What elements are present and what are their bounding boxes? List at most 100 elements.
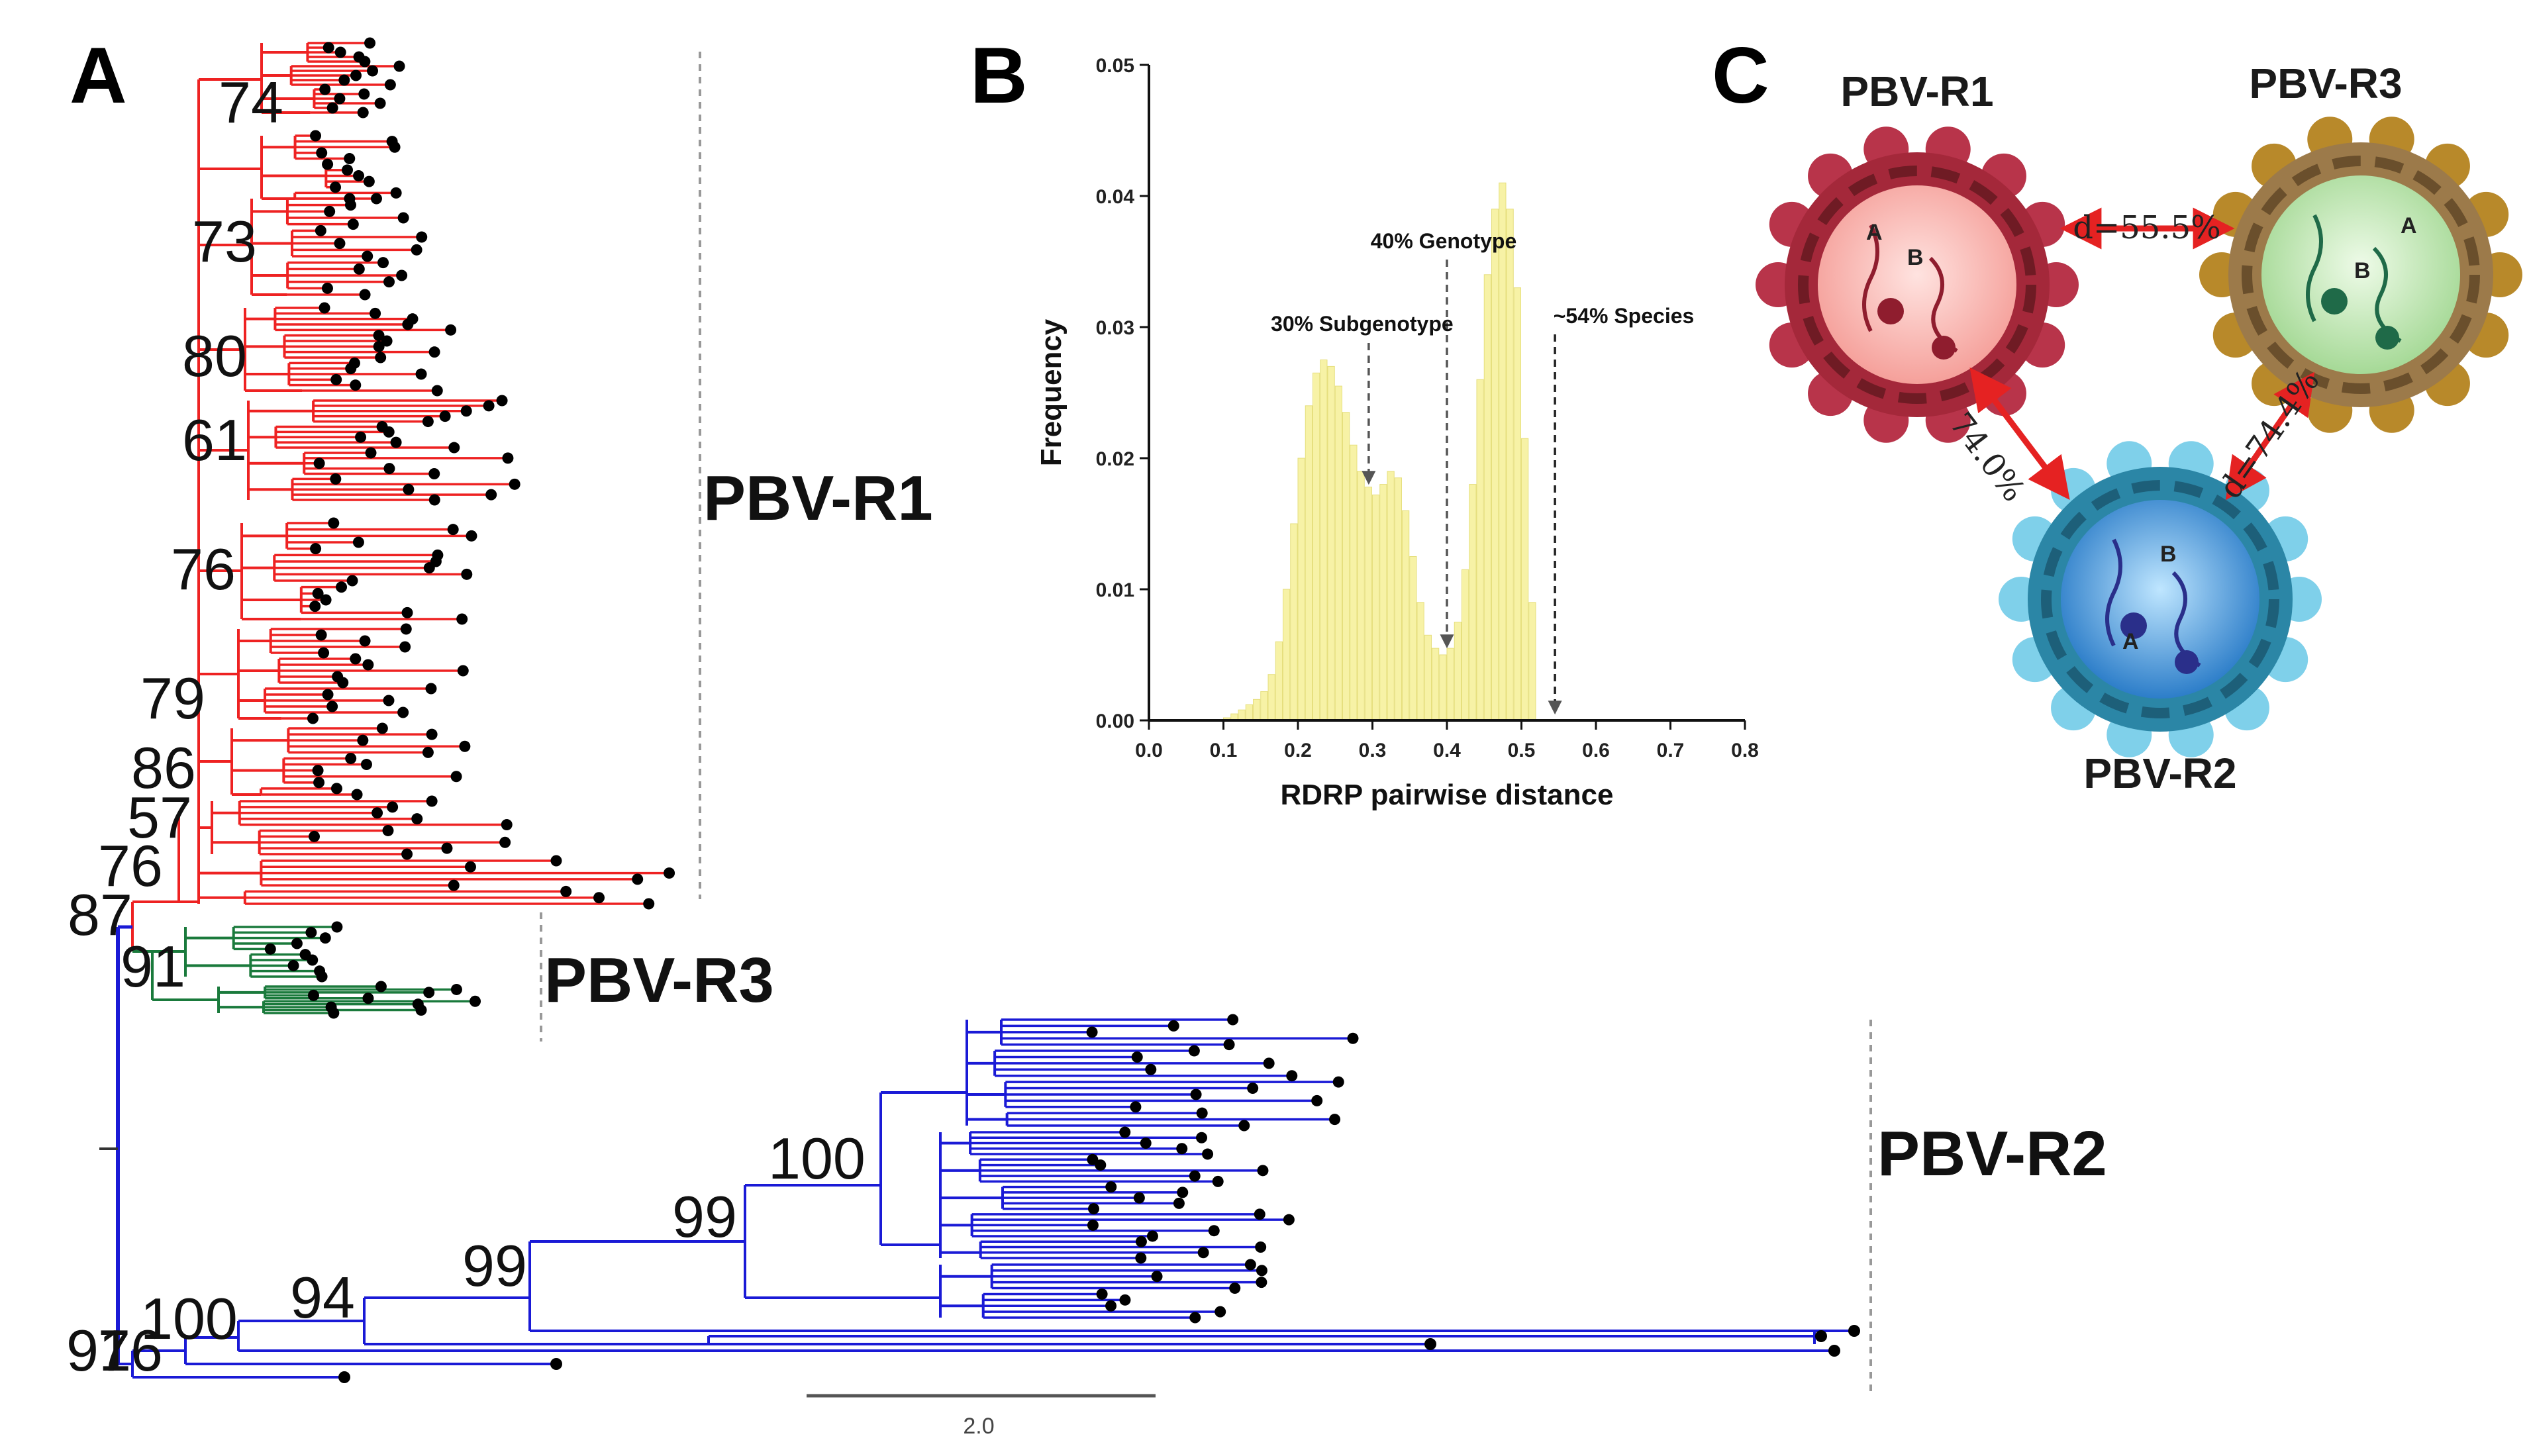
tree-tip bbox=[387, 801, 399, 813]
x-tick-label: 0.8 bbox=[1731, 740, 1759, 761]
tree-tip bbox=[1189, 1170, 1201, 1182]
tree-tip bbox=[1347, 1032, 1359, 1044]
clade-r2-branches bbox=[99, 925, 1854, 1379]
tree-tip bbox=[375, 352, 387, 364]
clade-r1-branches bbox=[131, 42, 669, 951]
tree-tip bbox=[351, 789, 363, 801]
tree-tip bbox=[1189, 1312, 1201, 1324]
threshold-annotations: 40% Genotype 30% Subgenotype ~54% Species bbox=[1271, 229, 1694, 715]
tree-tip bbox=[310, 130, 322, 142]
tree-tip bbox=[350, 70, 362, 81]
histogram-bar bbox=[1446, 648, 1454, 721]
tree-tip bbox=[450, 771, 462, 783]
tree-tip bbox=[397, 212, 409, 224]
tree-tip bbox=[1244, 1259, 1256, 1271]
tree-tip bbox=[1283, 1214, 1295, 1226]
y-axis-ticks: 0.00 0.01 0.02 0.03 0.04 0.05 bbox=[1096, 55, 1149, 732]
histogram-bar bbox=[1297, 458, 1305, 721]
histogram-bar bbox=[1260, 691, 1268, 721]
bootstrap-value: 80 bbox=[182, 323, 247, 389]
x-tick-label: 0.2 bbox=[1284, 740, 1312, 761]
tree-tip bbox=[363, 175, 375, 187]
x-tick-label: 0.3 bbox=[1359, 740, 1387, 761]
scale-bar-label: 2.0 bbox=[963, 1414, 994, 1439]
tree-tip bbox=[1087, 1203, 1099, 1215]
tree-tip bbox=[360, 759, 372, 771]
distance-arrow-r3-r2 bbox=[2225, 371, 2315, 501]
histogram-bar bbox=[1313, 372, 1320, 721]
capsid-core bbox=[1818, 185, 2016, 384]
bootstrap-value: 76 bbox=[98, 1318, 163, 1383]
bootstrap-value: 73 bbox=[192, 209, 257, 274]
tree-tip bbox=[350, 653, 362, 665]
tree-tip bbox=[1256, 1265, 1267, 1277]
tree-tip bbox=[1188, 1045, 1200, 1057]
tree-tip bbox=[483, 400, 495, 412]
tree-tip bbox=[362, 993, 374, 1004]
tree-tip bbox=[501, 819, 513, 831]
tree-tip bbox=[328, 1007, 340, 1019]
panel-c-diagram: C PBV-R1 PBV-R3 PBV-R2 A B A B B A d=55.… bbox=[1712, 31, 2522, 797]
tree-tip bbox=[396, 269, 408, 281]
clade-label-r2: PBV-R2 bbox=[1877, 1118, 2107, 1189]
tree-tip bbox=[370, 307, 381, 319]
tree-tip bbox=[415, 368, 427, 380]
tree-tip bbox=[305, 926, 317, 938]
histogram-bar bbox=[1290, 523, 1298, 721]
polymerase-blob bbox=[2120, 612, 2147, 639]
tree-tip bbox=[593, 892, 605, 904]
tree-tip bbox=[509, 478, 521, 490]
capsid-ring bbox=[2041, 480, 2279, 718]
tree-tip bbox=[342, 164, 354, 176]
bootstrap-value: 86 bbox=[131, 735, 196, 801]
histogram-bar bbox=[1387, 471, 1395, 721]
tree-tip bbox=[1815, 1330, 1827, 1342]
y-tick-label: 0.04 bbox=[1096, 186, 1135, 208]
histogram-bar bbox=[1454, 622, 1462, 721]
tree-tip bbox=[377, 257, 389, 269]
virus-r3-title: PBV-R3 bbox=[2249, 60, 2402, 107]
tree-tip bbox=[331, 921, 343, 933]
panel-b-letter: B bbox=[970, 31, 1028, 120]
tree-tip bbox=[1087, 1219, 1099, 1231]
y-tick-label: 0.00 bbox=[1096, 710, 1134, 732]
segment-a-label: A bbox=[2401, 213, 2417, 238]
tree-tip bbox=[445, 324, 457, 336]
tree-tip bbox=[397, 706, 409, 718]
tree-tip bbox=[425, 683, 437, 695]
x-tick-label: 0.7 bbox=[1657, 740, 1685, 761]
tree-tip bbox=[382, 824, 394, 836]
tree-tip bbox=[330, 181, 342, 193]
tree-tip bbox=[1095, 1159, 1107, 1171]
bootstrap-value: 76 bbox=[171, 536, 236, 602]
histogram-bar bbox=[1491, 209, 1499, 721]
histogram-bar bbox=[1320, 360, 1328, 721]
segment-b-label: B bbox=[1907, 245, 1924, 270]
bootstrap-value: 57 bbox=[127, 785, 192, 850]
tree-tip bbox=[384, 79, 396, 91]
tree-tip bbox=[336, 581, 348, 593]
tree-tip bbox=[1848, 1325, 1860, 1337]
tree-tip bbox=[312, 587, 324, 599]
tree-tip bbox=[457, 665, 469, 677]
annotation-genotype: 40% Genotype bbox=[1371, 229, 1517, 253]
tree-tip bbox=[322, 42, 334, 54]
tree-tip bbox=[1105, 1181, 1117, 1193]
tree-tip bbox=[428, 494, 440, 506]
y-tick-label: 0.01 bbox=[1096, 579, 1134, 601]
tree-tip bbox=[307, 954, 319, 966]
tree-tip bbox=[450, 983, 462, 995]
tree-tip bbox=[422, 746, 434, 758]
tree-tip bbox=[365, 447, 377, 459]
histogram-bar bbox=[1342, 412, 1350, 721]
tree-tip bbox=[389, 141, 401, 153]
tree-tip bbox=[287, 959, 299, 971]
tree-tip bbox=[346, 575, 358, 587]
histogram-bar bbox=[1364, 487, 1372, 721]
tree-tip bbox=[464, 861, 476, 873]
tree-tip bbox=[1332, 1076, 1344, 1088]
tree-tip bbox=[401, 848, 413, 860]
tree-tip bbox=[1223, 1039, 1235, 1051]
tree-tip bbox=[370, 193, 382, 205]
tree-tip bbox=[485, 489, 497, 501]
